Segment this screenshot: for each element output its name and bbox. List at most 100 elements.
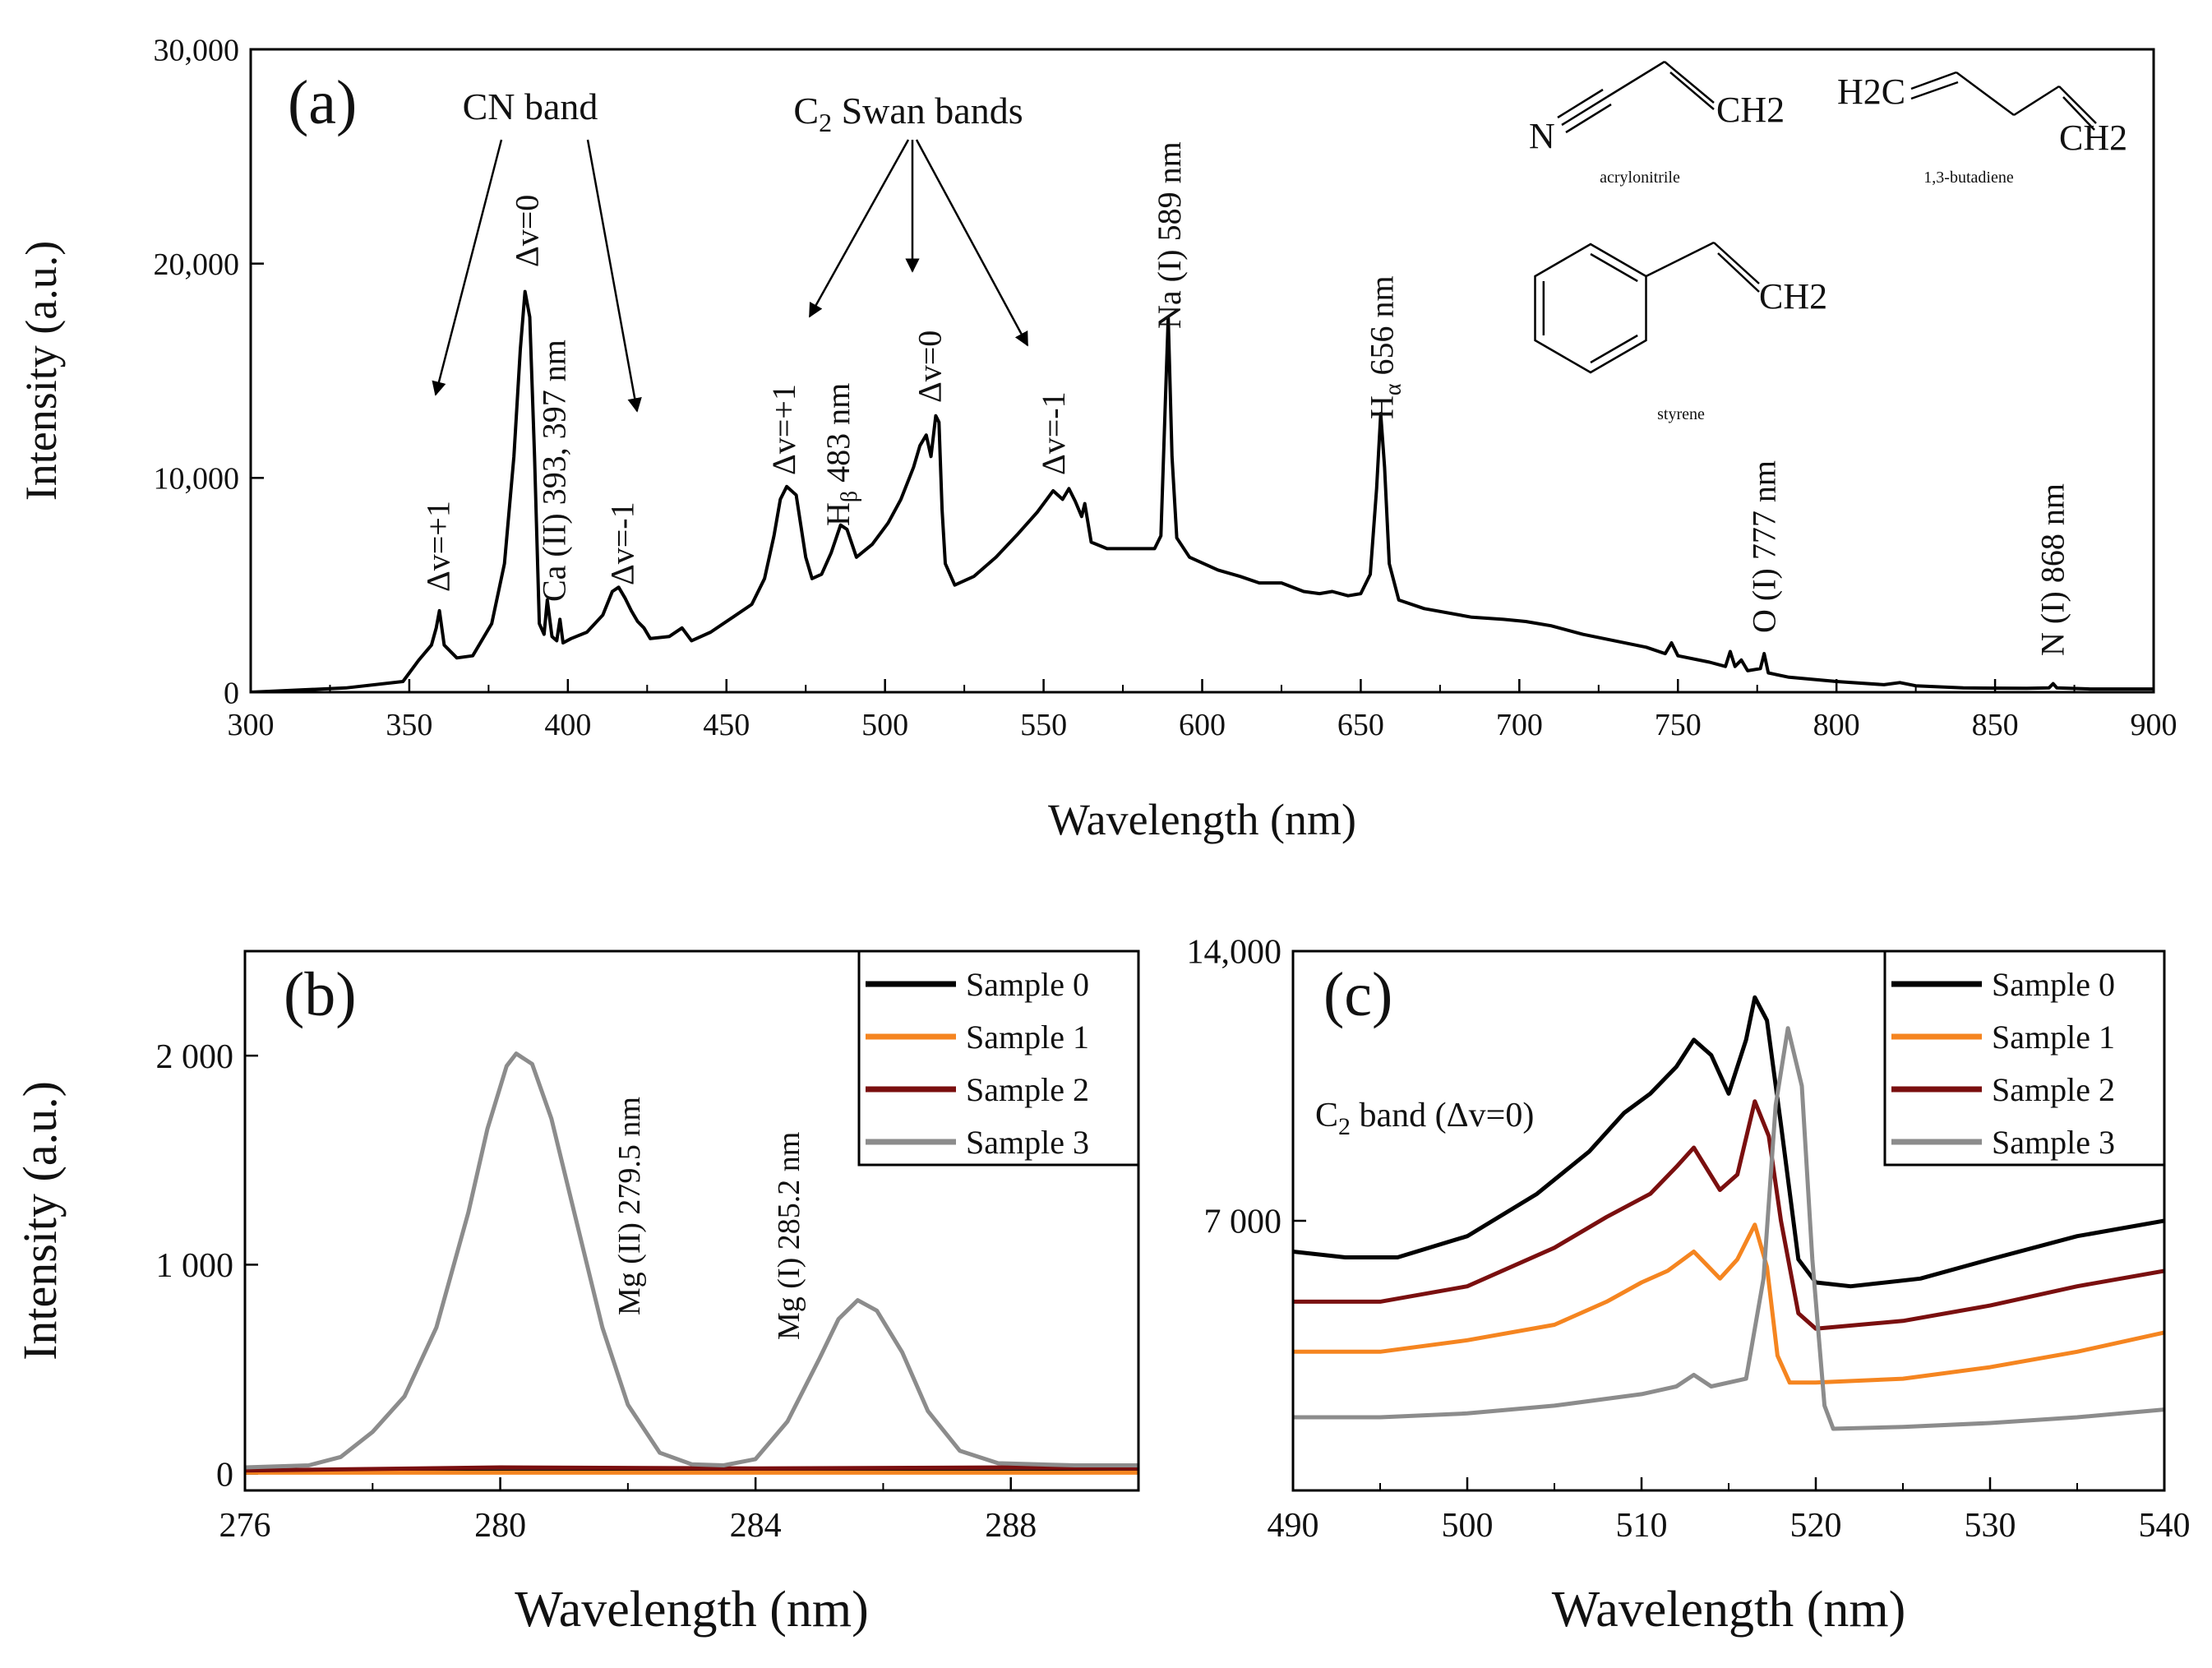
legend-label: Sample 0: [1992, 966, 2115, 1003]
y-axis-label: Intensity (a.u.): [16, 241, 66, 501]
x-tick-label: 540: [2139, 1507, 2191, 1545]
bond: [1669, 72, 1715, 110]
legend-label: Sample 3: [966, 1124, 1089, 1161]
molecule-structures: [1534, 60, 2097, 374]
legend-label: Sample 1: [966, 1019, 1089, 1056]
benzene-ring: [1534, 243, 1647, 374]
panel-b: 276 280 284 288 0 1 000 2 000 Wavelength (nm) In…: [13, 950, 1140, 1638]
legend-label: Sample 1: [1992, 1019, 2115, 1056]
bond: [1645, 241, 1715, 278]
series-line-sample-1: [1293, 1222, 2164, 1385]
annotation-n-i: N (I) 868 nm: [2034, 483, 2071, 656]
legend-label: Sample 2: [966, 1071, 1089, 1108]
annotation-c2-swan: C2 Swan bands: [793, 90, 1023, 137]
bond: [1590, 252, 1638, 283]
bond: [1910, 81, 1959, 100]
x-tick-label: 288: [985, 1507, 1037, 1545]
x-tick-label: 500: [861, 708, 908, 742]
series-line-spectrum: [251, 289, 2154, 692]
y-tick-label: 20,000: [154, 247, 240, 282]
panel-a: 300 350 400 450 500 550 600 650 700 750 800 850 900 0…: [16, 33, 2177, 844]
annotation-cn-dv-plus1: Δv=+1: [420, 501, 457, 592]
y-tick-label: 1 000: [156, 1247, 234, 1285]
annotation-arrow: [432, 139, 503, 396]
series-line-sample-2: [245, 1465, 1138, 1473]
panel-c: 490 500 510 520 530 540 7 000 14,000 Wavelength …: [1187, 934, 2191, 1638]
annotation-c2-dv-plus1: Δv=+1: [765, 384, 802, 475]
molecule-name-acrylonitrile: acrylonitrile: [1600, 169, 1680, 187]
x-tick-label: 600: [1179, 708, 1226, 742]
annotation-mg-ii: Mg (II) 279.5 nm: [612, 1097, 647, 1315]
x-tick-label: 500: [1442, 1507, 1494, 1545]
y-tick-label: 2 000: [156, 1038, 234, 1076]
x-tick-label: 280: [474, 1507, 526, 1545]
x-axis-label: Wavelength (nm): [1552, 1582, 1906, 1638]
annotation-cn-dv-minus1: Δv=-1: [603, 501, 640, 585]
x-tick-label: 650: [1337, 708, 1384, 742]
molecule-name-styrene: styrene: [1657, 405, 1705, 423]
x-axis-label: Wavelength (nm): [1048, 795, 1356, 844]
x-tick-label: 750: [1655, 708, 1702, 742]
x-axis-label: Wavelength (nm): [515, 1582, 869, 1638]
bond: [1557, 88, 1604, 119]
annotation-c2-band: C2 band (Δv=0): [1315, 1097, 1534, 1140]
y-tick-label: 30,000: [154, 33, 240, 67]
x-tick-label: 284: [730, 1507, 782, 1545]
x-tick-label: 510: [1616, 1507, 1668, 1545]
annotation-arrow: [586, 139, 642, 413]
bond: [1590, 334, 1638, 364]
bond: [2013, 85, 2060, 117]
x-tick-label: 350: [386, 708, 432, 742]
annotation-mg-i: Mg (I) 285.2 nm: [772, 1132, 806, 1340]
y-axis-label: Intensity (a.u.): [13, 1081, 67, 1361]
x-tick-label: 450: [703, 708, 750, 742]
bond: [1956, 71, 2015, 117]
x-tick-label: 800: [1813, 708, 1860, 742]
x-tick-label: 520: [1790, 1507, 1842, 1545]
legend-label: Sample 2: [1992, 1071, 2115, 1108]
x-tick-label: 300: [228, 708, 275, 742]
molecule-ch2: CH2: [1716, 90, 1785, 130]
annotation-na-i: Na (I) 589 nm: [1151, 141, 1188, 329]
x-tick-label: 850: [1972, 708, 2019, 742]
plot-frame: [243, 950, 1140, 1492]
series-line-sample-3: [245, 1051, 1138, 1470]
annotation-h-alpha: Hα 656 nm: [1363, 275, 1406, 419]
molecule-h2c: H2C: [1837, 72, 1905, 112]
y-tick-label: 10,000: [154, 462, 240, 497]
annotation-arrow: [915, 139, 1029, 347]
annotation-c2-dv-minus1: Δv=-1: [1035, 391, 1072, 475]
plot-frame: [1291, 950, 2166, 1492]
series-line-sample-3: [1293, 1026, 2164, 1431]
bond: [1561, 95, 1608, 127]
legend-label: Sample 0: [966, 966, 1089, 1003]
x-tick-label: 700: [1496, 708, 1543, 742]
annotation-c2-dv-0: Δv=0: [912, 330, 949, 403]
bond: [1713, 242, 1760, 284]
panel-label: (a): [288, 68, 357, 137]
x-tick-label: 550: [1020, 708, 1067, 742]
bond: [1717, 252, 1760, 293]
molecule-ch2-b: CH2: [2059, 118, 2127, 158]
annotation-h-beta: Hβ 483 nm: [820, 383, 862, 526]
bond: [1910, 71, 1957, 90]
bond: [2062, 96, 2095, 131]
bond: [2058, 85, 2097, 124]
x-tick-label: 900: [2131, 708, 2177, 742]
x-tick-label: 490: [1268, 1507, 1319, 1545]
y-tick-label: 14,000: [1187, 934, 1282, 972]
molecule-ch2-s: CH2: [1759, 276, 1827, 317]
annotation-arrow: [808, 139, 910, 318]
annotation-ca-ii: Ca (II) 393, 397 nm: [535, 340, 572, 602]
y-tick-label: 0: [216, 1456, 233, 1494]
y-tick-label: 7 000: [1204, 1204, 1282, 1241]
molecule-atom-n: N: [1529, 116, 1555, 156]
annotation-cn-band: CN band: [463, 85, 598, 127]
series-line-sample-0: [1293, 995, 2164, 1289]
x-tick-label: 400: [544, 708, 591, 742]
molecule-name-butadiene: 1,3-butadiene: [1923, 169, 2014, 187]
series-line-sample-2: [1293, 1099, 2164, 1331]
plot-frame: [249, 48, 2155, 694]
bond: [1606, 60, 1665, 99]
